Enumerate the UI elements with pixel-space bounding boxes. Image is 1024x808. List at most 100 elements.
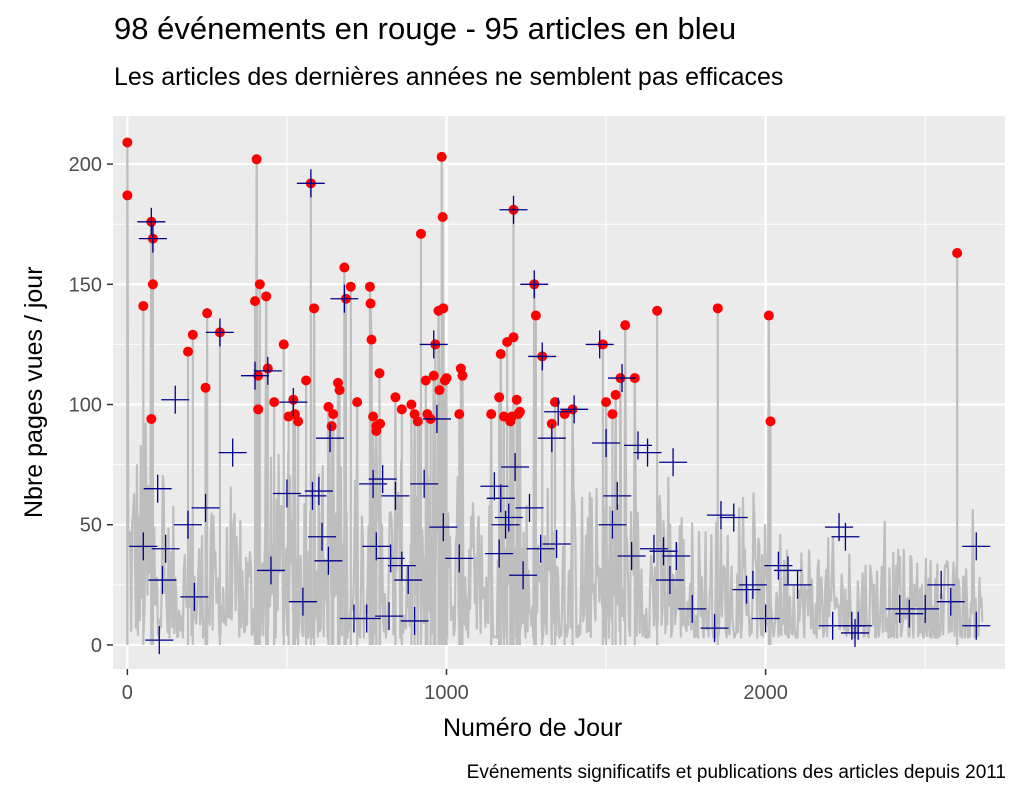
article-marker (592, 428, 621, 457)
article-marker (936, 587, 965, 616)
article-marker (161, 385, 190, 414)
article-marker (678, 594, 707, 623)
x-tick-label: 1000 (424, 682, 469, 704)
article-marker (962, 532, 991, 561)
y-axis-label: Nbre pages vues / jour (20, 266, 48, 518)
article-marker (491, 510, 520, 539)
article-marker (560, 395, 589, 424)
event-point (138, 300, 149, 311)
article-marker (375, 602, 404, 631)
event-point (251, 154, 262, 165)
event-point (371, 421, 382, 432)
event-point (415, 228, 426, 239)
x-axis-label: Numéro de Jour (443, 714, 623, 742)
article-marker (191, 493, 220, 522)
event-point (328, 409, 339, 420)
article-marker (272, 479, 301, 508)
article-marker (732, 575, 761, 604)
article-marker (841, 618, 870, 647)
event-point (309, 303, 320, 314)
article-marker (659, 448, 688, 477)
article-marker (394, 566, 423, 595)
article-marker (143, 474, 172, 503)
y-tick-label: 100 (69, 395, 102, 417)
event-point (352, 397, 363, 408)
event-point (396, 404, 407, 415)
article-marker (585, 330, 614, 359)
article-marker (608, 364, 637, 393)
event-point (412, 416, 423, 427)
article-marker (180, 582, 209, 611)
event-point (550, 397, 561, 408)
event-point (530, 310, 541, 321)
article-marker (381, 481, 410, 510)
event-point (345, 281, 356, 292)
article-marker (633, 438, 662, 467)
article-marker (368, 465, 397, 494)
article-marker (544, 397, 573, 426)
article-marker (598, 510, 627, 539)
article-marker (419, 330, 448, 359)
event-point (420, 375, 431, 386)
article-marker (352, 604, 381, 633)
article-marker (422, 404, 451, 433)
article-marker (308, 522, 337, 551)
article-marker (241, 361, 270, 390)
y-tick-label: 200 (69, 154, 102, 176)
article-marker (655, 566, 684, 595)
article-marker (400, 606, 429, 635)
event-point (390, 392, 401, 403)
article-marker (296, 169, 325, 198)
event-point (323, 401, 334, 412)
event-point (261, 291, 272, 302)
article-marker (151, 534, 180, 563)
event-point (434, 385, 445, 396)
event-point (366, 334, 377, 345)
event-point (712, 303, 723, 314)
article-marker (485, 539, 514, 568)
event-point (202, 308, 213, 319)
article-marker (662, 541, 691, 570)
y-tick-label: 50 (80, 515, 102, 537)
event-point (326, 421, 337, 432)
article-marker (253, 356, 282, 385)
article-marker (844, 611, 873, 640)
article-marker (376, 544, 405, 573)
article-marker (700, 614, 729, 643)
event-point (278, 339, 289, 350)
article-marker (205, 318, 234, 347)
event-point (486, 409, 497, 420)
data-marks (122, 137, 991, 655)
event-point (334, 385, 345, 396)
article-marker (542, 529, 571, 558)
article-marker (783, 570, 812, 599)
event-point (508, 332, 519, 343)
event-point (437, 211, 448, 222)
article-marker (494, 503, 523, 532)
article-marker (218, 438, 247, 467)
event-point (495, 349, 506, 360)
article-marker (486, 484, 515, 513)
event-point (122, 137, 133, 148)
event-point (374, 368, 385, 379)
event-point (610, 389, 621, 400)
event-point (269, 397, 280, 408)
chart-title: 98 événements en rouge - 95 articles en … (114, 11, 737, 46)
event-point (147, 279, 158, 290)
article-marker (515, 493, 544, 522)
article-marker (501, 453, 530, 482)
event-point (182, 346, 193, 357)
event-stems (126, 142, 959, 645)
event-point (406, 399, 417, 410)
event-point (253, 404, 264, 415)
article-marker (279, 388, 308, 417)
event-point (122, 190, 133, 201)
event-point (494, 392, 505, 403)
event-point (620, 320, 631, 331)
article-marker (256, 556, 285, 585)
article-marker (751, 604, 780, 633)
article-marker (316, 424, 345, 453)
article-marker (927, 570, 956, 599)
event-point (301, 375, 312, 386)
